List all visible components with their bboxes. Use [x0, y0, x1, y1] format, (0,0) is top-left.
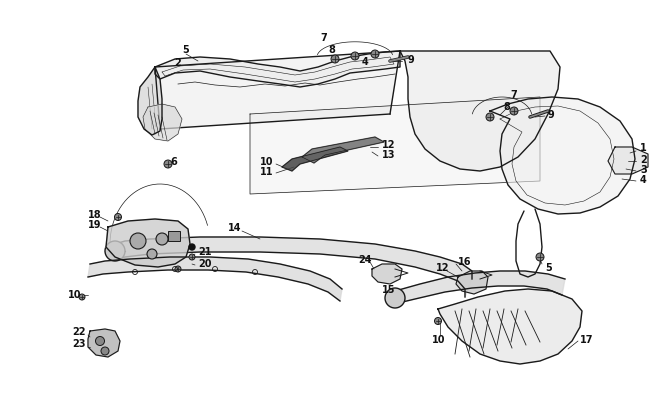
- Circle shape: [385, 288, 405, 308]
- Text: 3: 3: [640, 164, 647, 175]
- Text: 12: 12: [382, 140, 395, 149]
- Text: 9: 9: [548, 110, 554, 120]
- Circle shape: [164, 161, 172, 168]
- Circle shape: [156, 233, 168, 245]
- Text: 11: 11: [260, 166, 274, 177]
- Polygon shape: [115, 237, 472, 297]
- Circle shape: [175, 266, 181, 272]
- Circle shape: [189, 254, 195, 260]
- Circle shape: [96, 337, 105, 345]
- Text: 5: 5: [182, 45, 188, 55]
- Circle shape: [101, 347, 109, 355]
- Text: 17: 17: [580, 334, 593, 344]
- Polygon shape: [438, 289, 582, 364]
- Text: 4: 4: [362, 57, 369, 67]
- Polygon shape: [400, 52, 560, 172]
- Bar: [168, 231, 180, 241]
- Text: 6: 6: [170, 157, 177, 166]
- Polygon shape: [138, 68, 162, 136]
- Circle shape: [79, 294, 85, 300]
- Polygon shape: [88, 329, 120, 357]
- Polygon shape: [490, 98, 635, 215]
- Text: 2: 2: [174, 58, 181, 68]
- Text: 21: 21: [198, 246, 211, 256]
- Circle shape: [130, 233, 146, 249]
- Polygon shape: [390, 271, 565, 305]
- Text: 14: 14: [228, 222, 242, 232]
- Text: 13: 13: [382, 149, 395, 160]
- Text: 16: 16: [458, 256, 471, 266]
- Polygon shape: [608, 148, 648, 175]
- Polygon shape: [155, 52, 400, 130]
- Circle shape: [147, 249, 157, 259]
- Circle shape: [434, 318, 441, 325]
- Polygon shape: [372, 264, 402, 284]
- Circle shape: [371, 51, 379, 59]
- Polygon shape: [282, 148, 348, 172]
- Text: 20: 20: [198, 258, 211, 269]
- Polygon shape: [88, 257, 342, 301]
- Text: 10: 10: [68, 289, 81, 299]
- Text: 18: 18: [88, 209, 101, 220]
- Circle shape: [331, 56, 339, 64]
- Circle shape: [114, 214, 122, 221]
- Circle shape: [105, 241, 125, 261]
- Text: 19: 19: [88, 220, 101, 230]
- Text: 10: 10: [260, 157, 274, 166]
- Text: 22: 22: [72, 326, 86, 336]
- Text: 5: 5: [545, 262, 552, 272]
- Text: 2: 2: [640, 155, 647, 164]
- Polygon shape: [143, 105, 182, 142]
- Text: 24: 24: [358, 254, 372, 264]
- Text: 4: 4: [640, 175, 647, 185]
- Text: 7: 7: [320, 33, 327, 43]
- Polygon shape: [106, 220, 190, 267]
- Text: 23: 23: [72, 338, 86, 348]
- Text: 15: 15: [382, 284, 395, 294]
- Circle shape: [189, 244, 195, 250]
- Circle shape: [536, 254, 544, 261]
- Text: 7: 7: [510, 90, 517, 100]
- Circle shape: [486, 114, 494, 121]
- Polygon shape: [456, 271, 488, 294]
- Circle shape: [510, 108, 518, 116]
- Polygon shape: [155, 52, 400, 88]
- Text: 1: 1: [640, 143, 647, 153]
- Polygon shape: [302, 138, 384, 164]
- Text: 8: 8: [503, 102, 510, 112]
- Text: 9: 9: [408, 55, 415, 65]
- Polygon shape: [250, 98, 540, 194]
- Text: 12: 12: [436, 262, 450, 272]
- Text: 8: 8: [328, 45, 335, 55]
- Text: 10: 10: [432, 334, 445, 344]
- Circle shape: [351, 53, 359, 61]
